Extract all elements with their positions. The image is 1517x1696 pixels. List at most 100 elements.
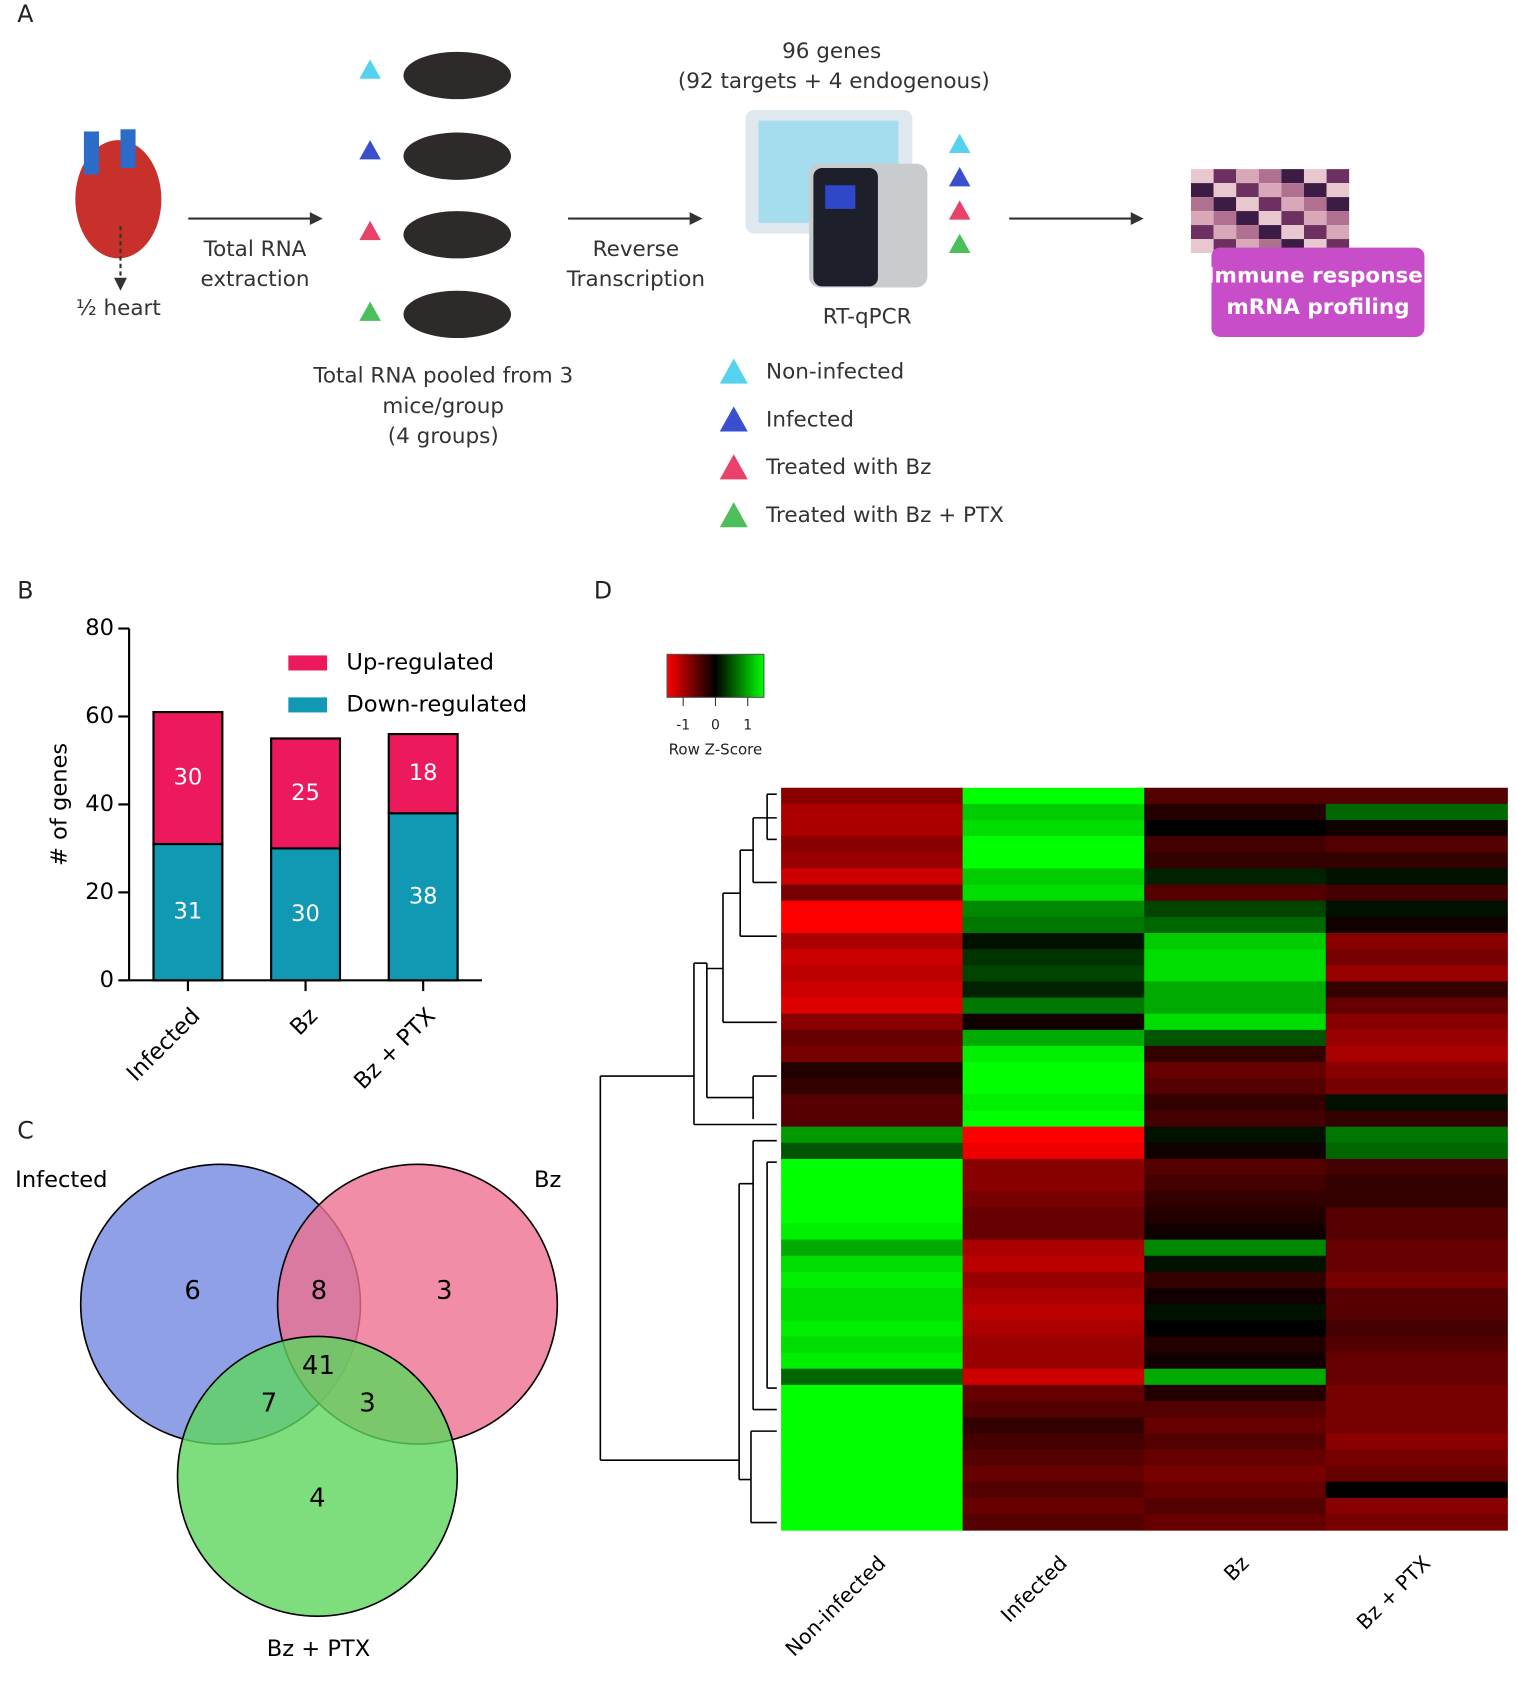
legend-marker [719, 406, 748, 432]
heatmap-cell [1325, 1110, 1508, 1128]
colorbar-step [675, 654, 679, 698]
heatmap-cell [1325, 1497, 1508, 1515]
column-label: Non-infected [781, 1551, 891, 1661]
colorbar-step [671, 654, 674, 698]
heatmap-cell [1144, 1497, 1327, 1515]
heatmap-cell [781, 1207, 964, 1225]
profiling-box [1211, 247, 1425, 337]
heatmap-cell [962, 1223, 1145, 1241]
mini-cell [1236, 183, 1259, 198]
heatmap-cell [1144, 965, 1327, 982]
heatmap-cell [1325, 1481, 1508, 1499]
heatmap-cell [1325, 1191, 1508, 1208]
heatmap-cell [781, 1078, 964, 1095]
heatmap-cell [781, 1045, 964, 1063]
mini-cell [1326, 183, 1350, 198]
heatmap-cell [1144, 1368, 1327, 1386]
heatmap-cell [1325, 1045, 1508, 1063]
heart-icon [120, 129, 136, 169]
heatmap-cell [781, 981, 964, 999]
step-label: ½ heart [76, 296, 161, 321]
heatmap-cell [781, 1288, 964, 1305]
heatmap-cell [781, 1513, 964, 1531]
step-label: Total RNA [203, 237, 307, 262]
heatmap-cell [962, 803, 1145, 821]
colorbar-step [761, 654, 765, 698]
heatmap-cell [781, 884, 964, 902]
heatmap-cell [1144, 1142, 1327, 1160]
heatmap-cell [1144, 1045, 1327, 1063]
heatmap-cell [962, 1449, 1145, 1467]
colorbar-step [727, 654, 730, 698]
legend-swatch [288, 697, 328, 713]
heatmap-cell [1144, 1191, 1327, 1208]
colorbar-step [742, 654, 745, 698]
heatmap-cell [781, 1239, 964, 1257]
heatmap-cell [1144, 1029, 1327, 1047]
dendrogram [599, 793, 777, 1524]
y-tick-label: 0 [100, 967, 114, 993]
colorbar-step [712, 654, 715, 698]
machine-label: RT-qPCR [823, 305, 912, 330]
heatmap-cell [781, 1320, 964, 1337]
mini-cell [1258, 169, 1282, 184]
heatmap-cell [962, 884, 1145, 902]
heatmap-cell [1325, 1320, 1508, 1337]
mini-cell [1213, 183, 1237, 198]
heatmap-cell [1325, 949, 1508, 966]
mini-cell [1281, 225, 1304, 240]
heatmap-cell [781, 949, 964, 966]
heatmap-cell [1325, 1223, 1508, 1241]
heatmap-cell [1325, 1207, 1508, 1225]
heatmap-cell [781, 1029, 964, 1047]
heatmap-cell [1144, 820, 1327, 837]
heatmap-cell [1144, 1078, 1327, 1095]
heatmap-cell [1325, 884, 1508, 902]
colorbar-step [722, 654, 726, 698]
heatmap-cell [1325, 900, 1508, 918]
y-tick-label: 20 [85, 879, 114, 905]
heatmap-cell [962, 1175, 1145, 1192]
pool-label: mice/group [382, 394, 504, 419]
heatmap-cell [1144, 916, 1327, 934]
heatmap-cell [962, 1481, 1145, 1499]
heatmap-cell [781, 900, 964, 918]
heatmap-cell [781, 1352, 964, 1370]
group-marker [948, 200, 971, 220]
colorbar-step [710, 654, 713, 698]
heatmap-cell [962, 820, 1145, 837]
bar-segment [152, 710, 224, 846]
heatmap-cell [781, 1013, 964, 1031]
colorbar-step [720, 654, 724, 698]
heatmap-cell [1325, 1126, 1508, 1144]
heatmap-cell [962, 1191, 1145, 1208]
heatmap-cell [781, 803, 964, 821]
region-count: 4 [309, 1483, 325, 1513]
heatmap-cell [1325, 852, 1508, 869]
venn-set [176, 1335, 459, 1617]
heatmap-cell [1325, 1288, 1508, 1305]
pool-label: Total RNA pooled from 3 [312, 364, 573, 389]
heatmap-cell [962, 1110, 1145, 1128]
colorbar-step [697, 654, 700, 698]
heatmap-cell [962, 1158, 1145, 1176]
heatmap-cell [962, 1062, 1145, 1079]
heatmap-cell [962, 1255, 1145, 1273]
mini-cell [1326, 197, 1350, 212]
heatmap-cell [1325, 1239, 1508, 1257]
heatmap-cell [1144, 1352, 1327, 1370]
heatmap-cell [781, 1191, 964, 1208]
heatmap-cell [1325, 932, 1508, 950]
bar-segment [387, 732, 459, 815]
heatmap-cell [962, 1433, 1145, 1450]
colorbar-step [746, 654, 750, 698]
heatmap-cell [1144, 1288, 1327, 1305]
colorbar-step [679, 654, 683, 698]
heatmap-cell [962, 1126, 1145, 1144]
box-label: Immune response [1207, 264, 1423, 289]
colorbar-step [744, 654, 748, 698]
heatmap-cell [1144, 1449, 1327, 1467]
heatmap-cell [781, 1417, 964, 1434]
heatmap-cell [1325, 1401, 1508, 1418]
